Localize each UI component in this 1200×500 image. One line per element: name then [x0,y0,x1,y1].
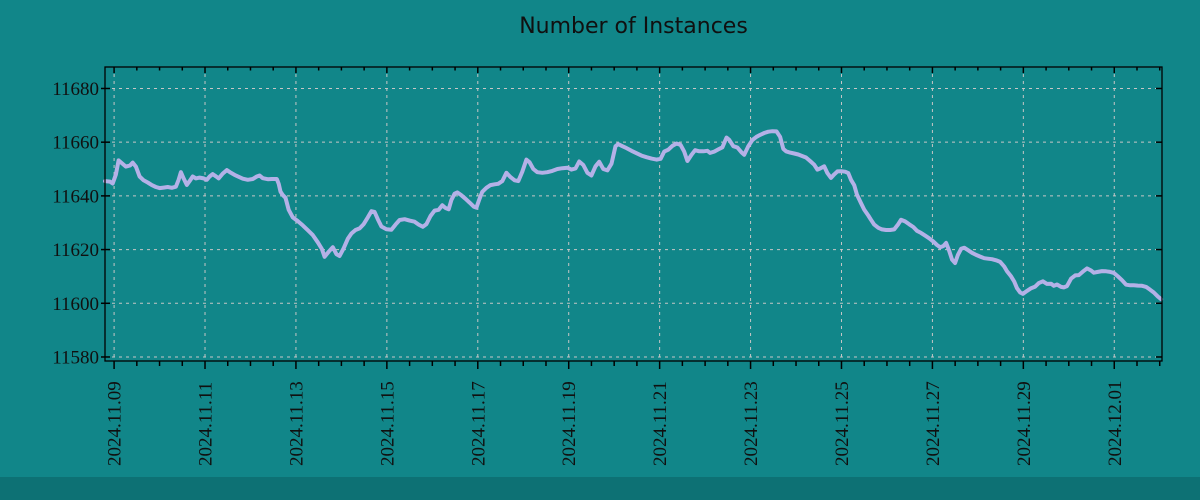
x-tick-label: 2024.11.13 [286,381,307,466]
x-tick-label: 2024.11.17 [468,381,489,466]
chart-title: Number of Instances [519,14,748,39]
x-tick-label: 2024.12.01 [1105,381,1126,467]
y-tick-label: 11680 [52,79,99,100]
y-tick-label: 11580 [52,347,99,368]
x-tick-label: 2024.11.09 [105,381,126,466]
y-tick-label: 11620 [52,240,99,261]
footer-strip [0,477,1200,500]
series-line [103,129,1164,302]
x-tick-label: 2024.11.23 [741,381,762,466]
axis-ticks [101,67,1162,369]
y-tick-label: 11640 [52,186,99,207]
x-tick-label: 2024.11.19 [559,381,580,466]
y-tick-label: 11600 [52,294,99,315]
x-tick-label: 2024.11.25 [832,381,853,466]
y-tick-label: 11660 [52,133,99,154]
x-tick-label: 2024.11.11 [196,382,217,466]
plot-border [104,66,1163,362]
x-tick-label: 2024.11.15 [377,381,398,466]
x-tick-label: 2024.11.21 [650,381,671,466]
x-tick-label: 2024.11.27 [923,381,944,466]
x-tick-label: 2024.11.29 [1014,381,1035,466]
gridlines [105,67,1162,361]
